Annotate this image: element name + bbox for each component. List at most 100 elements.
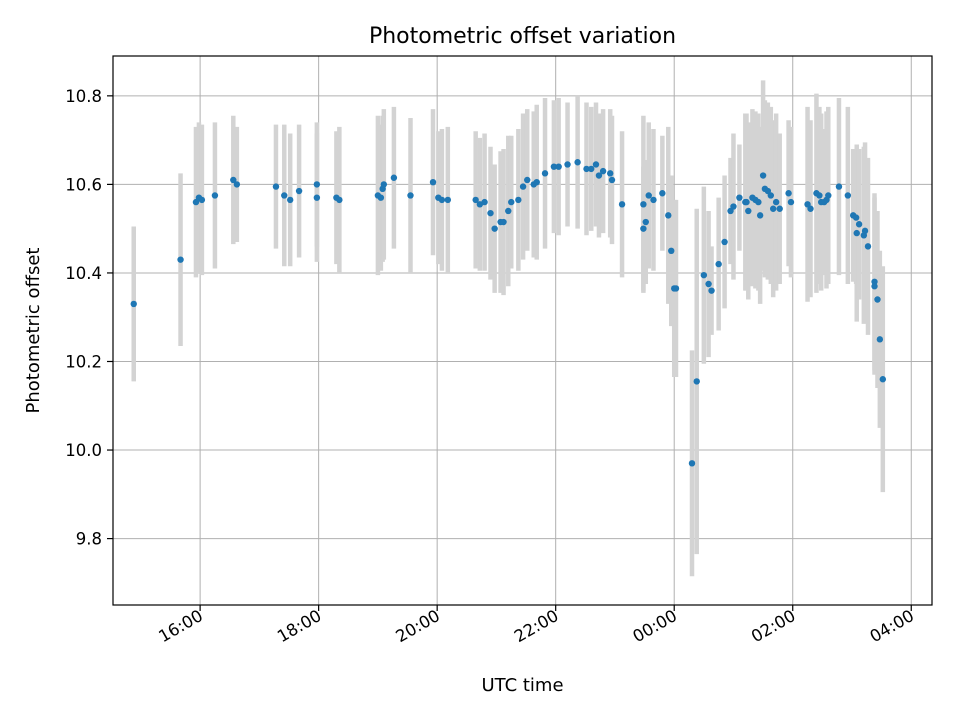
data-point <box>519 183 527 190</box>
data-point <box>755 198 762 206</box>
data-point <box>524 176 531 184</box>
data-point <box>336 196 343 204</box>
data-point <box>508 198 515 206</box>
data-point <box>853 229 860 237</box>
data-point <box>491 225 498 232</box>
plot-frame <box>112 55 933 606</box>
x-axis-label: UTC time <box>481 675 563 696</box>
y-tick-label: 10.8 <box>65 87 102 106</box>
data-point <box>286 196 294 204</box>
data-point <box>595 172 603 179</box>
data-point <box>665 212 672 219</box>
data-point <box>835 183 843 190</box>
data-point <box>390 174 398 181</box>
y-tick-label: 10.4 <box>65 264 102 283</box>
data-point <box>871 283 878 290</box>
data-point <box>618 201 626 208</box>
data-point <box>769 205 777 212</box>
data-point <box>708 287 715 294</box>
data-point <box>515 196 522 204</box>
data-point <box>668 247 675 255</box>
data-point <box>871 278 878 285</box>
data-point <box>705 280 712 288</box>
data-point <box>233 181 241 188</box>
y-tick-label: 10.2 <box>65 352 102 371</box>
data-point <box>230 176 237 184</box>
data-point <box>130 300 137 308</box>
data-point <box>730 203 737 210</box>
data-point <box>487 209 494 217</box>
data-point <box>541 170 549 177</box>
data-point <box>472 196 479 204</box>
data-point <box>177 256 184 263</box>
data-point <box>377 194 385 201</box>
data-point <box>198 196 206 204</box>
data-point <box>642 218 649 226</box>
data-point <box>767 192 775 199</box>
y-tick-label: 10.6 <box>65 175 102 194</box>
data-point <box>588 165 595 173</box>
data-point <box>438 196 446 204</box>
data-point <box>295 187 303 195</box>
data-point <box>864 243 872 250</box>
data-point <box>743 198 750 206</box>
data-point <box>700 271 708 279</box>
data-point <box>759 172 767 179</box>
data-point <box>874 296 881 303</box>
data-point <box>879 376 887 383</box>
data-point <box>599 167 607 175</box>
data-point <box>533 178 540 186</box>
data-point <box>672 285 680 292</box>
data-point <box>736 194 743 201</box>
data-point <box>745 207 752 215</box>
data-point <box>659 190 666 197</box>
data-point <box>844 192 852 199</box>
data-points <box>130 159 887 467</box>
chart-title: Photometric offset variation <box>369 24 676 49</box>
data-point <box>272 183 280 190</box>
data-point <box>861 227 869 235</box>
data-point <box>721 238 728 246</box>
data-point <box>693 378 700 385</box>
data-point <box>313 181 321 188</box>
data-point <box>876 336 884 343</box>
data-point <box>650 196 657 204</box>
data-point <box>852 214 860 221</box>
data-point <box>640 201 647 208</box>
data-point <box>608 176 616 184</box>
data-point <box>776 205 783 212</box>
data-point <box>688 460 696 467</box>
data-point <box>281 192 288 199</box>
data-point <box>816 192 823 199</box>
data-point <box>645 192 652 199</box>
data-point <box>756 212 764 219</box>
data-point <box>785 190 792 197</box>
data-point <box>825 192 832 199</box>
data-point <box>772 198 780 206</box>
y-tick-label: 9.8 <box>76 530 102 549</box>
data-point <box>787 198 795 206</box>
y-axis-label: Photometric offset <box>23 248 44 414</box>
data-point <box>583 165 590 173</box>
data-point <box>380 181 388 188</box>
data-point <box>574 159 581 166</box>
y-tick-label: 10.0 <box>65 441 102 460</box>
data-point <box>429 178 437 186</box>
data-point <box>500 218 507 226</box>
y-axis-ticks: 9.8 10.0 10.2 10.4 10.6 10.8 <box>65 87 113 549</box>
data-point <box>555 163 562 170</box>
data-point <box>715 260 722 268</box>
data-point <box>211 192 219 199</box>
data-point <box>444 196 452 204</box>
data-point <box>505 207 512 215</box>
data-point <box>592 161 600 168</box>
data-point <box>807 205 814 212</box>
data-point <box>564 161 571 168</box>
data-point <box>550 163 558 170</box>
data-point <box>855 221 863 228</box>
data-point <box>476 201 484 208</box>
data-point <box>407 192 414 199</box>
data-point <box>640 225 647 232</box>
